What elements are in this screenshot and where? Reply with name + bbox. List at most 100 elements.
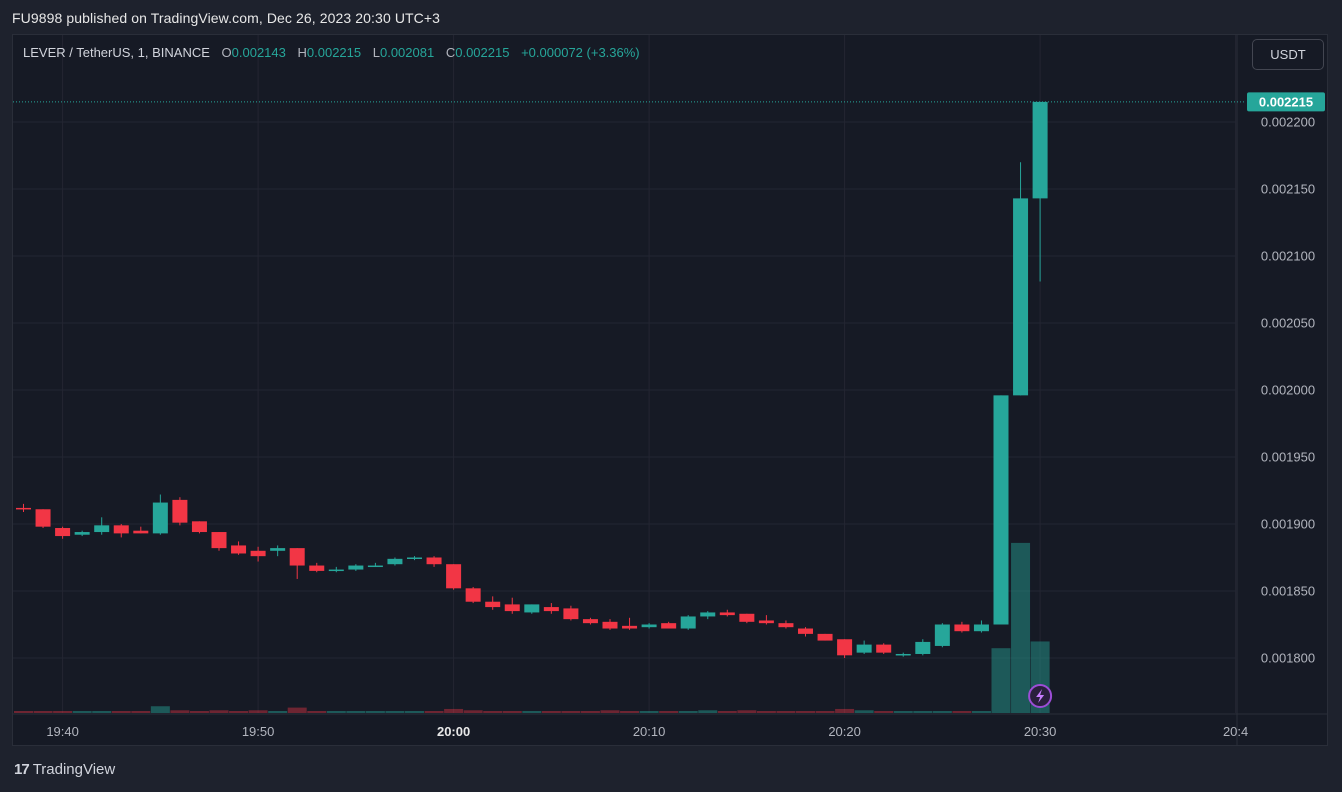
volume-bars bbox=[14, 542, 1050, 713]
candle-body bbox=[837, 639, 853, 656]
volume-bar bbox=[14, 711, 33, 713]
currency-button[interactable]: USDT bbox=[1252, 39, 1324, 70]
volume-bar bbox=[854, 710, 874, 713]
time-tick-label: 19:40 bbox=[46, 724, 79, 739]
last-price-tag bbox=[1247, 92, 1325, 112]
volume-bar bbox=[385, 711, 405, 713]
candle-body bbox=[231, 545, 247, 554]
candle-body bbox=[94, 525, 110, 533]
candle-body bbox=[1032, 101, 1048, 199]
change-value: +0.000072 (+3.36%) bbox=[521, 45, 640, 60]
symbol-name[interactable]: LEVER / TetherUS, 1, BINANCE bbox=[23, 45, 210, 60]
candle-body bbox=[191, 521, 207, 533]
candle-body bbox=[993, 395, 1009, 625]
candle-body bbox=[622, 625, 638, 629]
candle-body bbox=[700, 612, 716, 617]
volume-bar bbox=[405, 711, 424, 713]
candle-body bbox=[211, 532, 227, 549]
volume-bar bbox=[932, 711, 952, 713]
volume-bar bbox=[600, 710, 620, 713]
candle-body bbox=[55, 528, 71, 537]
candle-body bbox=[446, 564, 462, 589]
candle-body bbox=[641, 624, 657, 628]
volume-bar bbox=[1011, 542, 1031, 713]
tradingview-logo-icon: 17 bbox=[14, 761, 30, 778]
last-price-label: 0.002215 bbox=[1259, 94, 1313, 109]
candle-body bbox=[485, 601, 501, 608]
candle-body bbox=[895, 653, 911, 656]
candle-body bbox=[973, 624, 989, 632]
candle-body bbox=[309, 565, 325, 571]
time-tick-label: 20:00 bbox=[437, 724, 470, 739]
price-tick-label: 0.002200 bbox=[1261, 115, 1315, 130]
volume-bar bbox=[913, 711, 933, 713]
tradingview-brand[interactable]: 17 TradingView bbox=[14, 761, 115, 778]
candle-body bbox=[876, 644, 892, 653]
price-tick-label: 0.001850 bbox=[1261, 584, 1315, 599]
volume-bar bbox=[209, 710, 229, 713]
candle-body bbox=[35, 509, 51, 527]
candle-body bbox=[817, 633, 833, 641]
low-value: 0.002081 bbox=[379, 45, 435, 60]
volume-bar bbox=[639, 711, 659, 713]
candle-body bbox=[407, 557, 422, 559]
volume-bar bbox=[92, 711, 112, 713]
open-value: 0.002143 bbox=[231, 45, 286, 60]
close-label: C bbox=[445, 45, 456, 60]
volume-bar bbox=[659, 711, 679, 713]
volume-bar bbox=[815, 711, 835, 713]
volume-bar bbox=[131, 711, 151, 713]
volume-bar bbox=[971, 711, 991, 713]
high-value: 0.002215 bbox=[306, 45, 362, 60]
volume-bar bbox=[111, 711, 131, 713]
volume-bar bbox=[463, 710, 483, 713]
price-tick-label: 0.002100 bbox=[1261, 249, 1315, 264]
candle-body bbox=[172, 499, 188, 523]
price-tick-label: 0.001800 bbox=[1261, 651, 1315, 666]
candle-body bbox=[954, 624, 970, 632]
candle-body bbox=[289, 548, 305, 566]
volume-bar bbox=[541, 711, 561, 713]
price-tick-label: 0.001900 bbox=[1261, 517, 1315, 532]
candle-body bbox=[113, 525, 129, 534]
candle-body bbox=[387, 558, 403, 565]
volume-bar bbox=[424, 711, 444, 713]
volume-bar bbox=[53, 711, 73, 713]
time-tick-label: 20:10 bbox=[633, 724, 666, 739]
candle-body bbox=[504, 604, 520, 612]
volume-bar bbox=[229, 711, 249, 713]
candle-body bbox=[367, 565, 383, 568]
time-tick-label: 20:4 bbox=[1223, 724, 1248, 739]
time-tick-label: 20:30 bbox=[1024, 724, 1057, 739]
last-price-group: 0.002215 bbox=[13, 92, 1325, 708]
price-tick-label: 0.002000 bbox=[1261, 383, 1315, 398]
volume-bar bbox=[796, 711, 815, 713]
volume-bar bbox=[561, 711, 581, 713]
volume-bar bbox=[189, 711, 209, 713]
candle-body bbox=[661, 623, 677, 629]
candle-body bbox=[798, 628, 813, 634]
candle-body bbox=[328, 569, 344, 572]
volume-bar bbox=[580, 711, 600, 713]
volume-bar bbox=[287, 707, 307, 713]
candle-body bbox=[426, 557, 442, 565]
candle-body bbox=[739, 613, 755, 622]
volume-bar bbox=[756, 711, 776, 713]
volume-bar bbox=[522, 711, 542, 713]
candle-body bbox=[758, 620, 774, 624]
volume-bar bbox=[776, 711, 796, 713]
symbol-legend: LEVER / TetherUS, 1, BINANCE O0.002143 H… bbox=[23, 45, 640, 60]
grid bbox=[13, 35, 1327, 745]
volume-bar bbox=[502, 711, 522, 713]
volume-bar bbox=[326, 711, 346, 713]
volume-bar bbox=[483, 711, 503, 713]
volume-bar bbox=[620, 711, 640, 713]
brand-name: TradingView bbox=[32, 761, 116, 778]
candle-body bbox=[465, 588, 481, 602]
low-label: L bbox=[372, 45, 380, 60]
volume-bar bbox=[678, 711, 698, 713]
price-axis: 0.002200 0.002150 0.002100 0.002050 0.002000… bbox=[1261, 115, 1315, 666]
price-tick-label: 0.001950 bbox=[1261, 450, 1315, 465]
candle-body bbox=[16, 507, 31, 510]
